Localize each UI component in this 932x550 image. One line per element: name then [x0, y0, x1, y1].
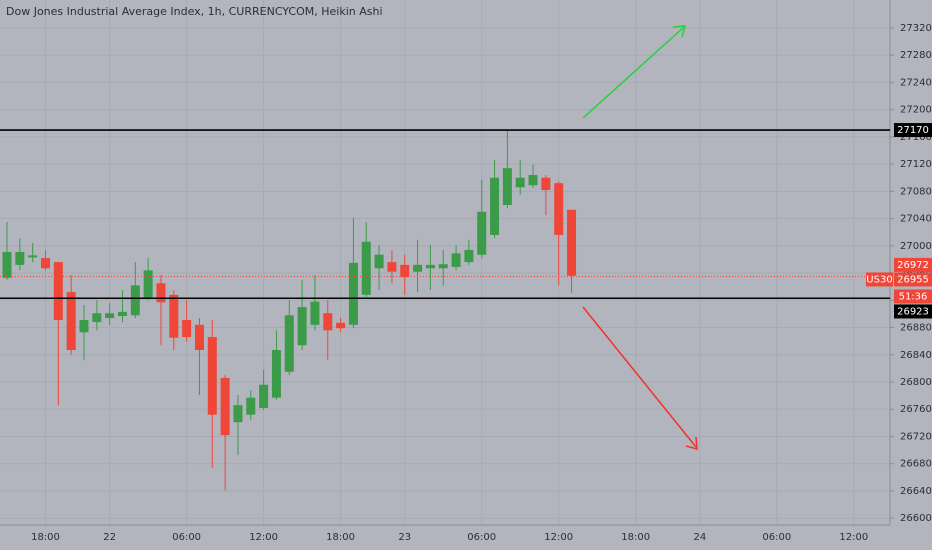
x-tick-label: 12:00 [544, 532, 573, 543]
y-tick-label: 27200 [900, 105, 932, 116]
candle-body [169, 294, 179, 338]
x-tick-label: 18:00 [31, 532, 60, 543]
y-tick-label: 27120 [900, 159, 932, 170]
x-tick-label: 06:00 [467, 532, 496, 543]
candle-body [400, 264, 410, 278]
candle-body [541, 177, 551, 190]
candle-body [438, 264, 448, 269]
x-tick-label: 23 [398, 532, 411, 543]
candle-body [182, 320, 192, 338]
down-arrow [582, 306, 698, 451]
candle-body [515, 177, 525, 188]
y-tick-label: 26600 [900, 513, 932, 524]
y-tick-label: 26880 [900, 323, 932, 334]
candle-body [105, 313, 115, 318]
candle-body [387, 262, 397, 272]
candle-body [220, 377, 230, 436]
y-tick-label: 27000 [900, 241, 932, 252]
candle-body [53, 262, 63, 321]
candle-body [554, 183, 564, 235]
candle-body [490, 177, 500, 235]
candle-body [259, 384, 269, 408]
candle-body [271, 350, 281, 398]
y-tick-label: 27320 [900, 23, 932, 34]
x-tick-label: 22 [103, 532, 116, 543]
y-tick-label: 26680 [900, 459, 932, 470]
candle-body [28, 255, 38, 258]
x-tick-label: 06:00 [762, 532, 791, 543]
x-tick-label: 24 [693, 532, 706, 543]
candle-body [143, 270, 153, 299]
y-tick-label: 26720 [900, 431, 932, 442]
y-tick-label: 27040 [900, 214, 932, 225]
candle-body [246, 397, 256, 415]
y-tick-label: 26760 [900, 404, 932, 415]
candle-body [502, 168, 512, 205]
last-price-tag: 26955 [897, 274, 929, 285]
candle-body [130, 285, 140, 316]
candle-body [117, 311, 127, 316]
last-price-tag-box [894, 272, 932, 287]
level-tag-box [894, 123, 932, 138]
y-tick-label: 26800 [900, 377, 932, 388]
candle-body [361, 241, 371, 295]
candle-body [41, 258, 51, 269]
y-tick-label: 27160 [900, 132, 932, 143]
level-tag-box [894, 304, 932, 319]
candle-body [310, 301, 320, 325]
candle-body [79, 320, 89, 333]
candle-body [156, 283, 166, 303]
symbol-tag: US30 [866, 274, 892, 285]
candle-body [233, 405, 243, 423]
countdown-tag-box [894, 289, 932, 304]
x-tick-label: 18:00 [326, 532, 355, 543]
candle-body [92, 313, 102, 323]
marked-price-tag: 26972 [897, 260, 929, 271]
chart-title: Dow Jones Industrial Average Index, 1h, … [6, 5, 383, 18]
candle-body [207, 337, 217, 415]
symbol-tag-box [866, 272, 893, 287]
countdown-tag: 51:36 [899, 291, 928, 302]
up-arrow [582, 25, 687, 119]
candle-body [451, 253, 461, 267]
candle-body [464, 249, 474, 263]
candle-body [194, 324, 204, 350]
candle-body [425, 264, 435, 269]
y-tick-label: 27280 [900, 50, 932, 61]
candle-body [66, 292, 76, 350]
x-tick-label: 06:00 [172, 532, 201, 543]
x-tick-label: 12:00 [249, 532, 278, 543]
candle-body [2, 251, 12, 278]
candle-body [284, 315, 294, 372]
candle-body [567, 209, 577, 276]
y-tick-label: 26840 [900, 350, 932, 361]
x-tick-label: 18:00 [621, 532, 650, 543]
y-tick-label: 26640 [900, 486, 932, 497]
candle-body [374, 254, 384, 269]
candle-body [413, 264, 423, 272]
candle-body [477, 211, 487, 255]
candle-body [336, 322, 346, 329]
candle-body [15, 251, 25, 265]
y-tick-label: 27240 [900, 77, 932, 88]
y-tick-label: 27080 [900, 186, 932, 197]
candle-body [323, 313, 333, 331]
plot [2, 130, 577, 491]
candle-body [297, 307, 307, 346]
candle-body [348, 262, 358, 325]
candle-body [528, 175, 538, 186]
marked-price-tag-box [894, 257, 932, 272]
level-tag: 26923 [897, 306, 929, 317]
x-tick-label: 12:00 [839, 532, 868, 543]
level-tag: 27170 [897, 125, 929, 136]
